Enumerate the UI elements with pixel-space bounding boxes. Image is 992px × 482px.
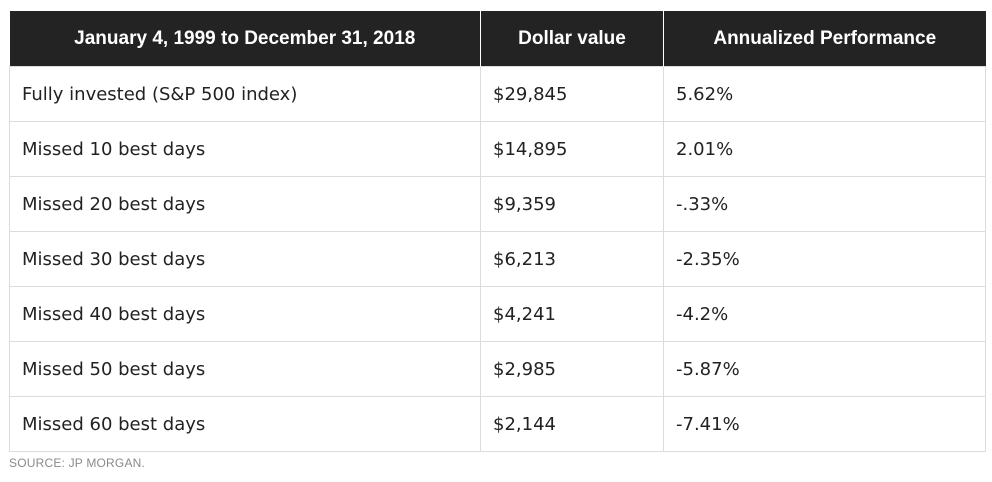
annualized-performance-cell: 2.01% [663,121,986,177]
table-row: Missed 20 best days $9,359 -.33% [9,176,986,232]
dollar-value-cell: $14,895 [480,121,664,177]
table-row: Missed 10 best days $14,895 2.01% [9,121,986,177]
table-header: January 4, 1999 to December 31, 2018 Dol… [9,11,986,67]
scenario-cell: Fully invested (S&P 500 index) [9,66,481,122]
column-header-annualized-performance: Annualized Performance [663,11,986,67]
annualized-performance-cell: 5.62% [663,66,986,122]
dollar-value-cell: $2,144 [480,396,664,452]
performance-table: January 4, 1999 to December 31, 2018 Dol… [9,11,986,452]
dollar-value-cell: $2,985 [480,341,664,397]
annualized-performance-cell: -.33% [663,176,986,232]
dollar-value-cell: $4,241 [480,286,664,342]
scenario-cell: Missed 50 best days [9,341,481,397]
dollar-value-cell: $29,845 [480,66,664,122]
scenario-cell: Missed 30 best days [9,231,481,287]
table-row: Missed 60 best days $2,144 -7.41% [9,396,986,452]
annualized-performance-cell: -2.35% [663,231,986,287]
dollar-value-cell: $6,213 [480,231,664,287]
scenario-cell: Missed 40 best days [9,286,481,342]
scenario-cell: Missed 20 best days [9,176,481,232]
table-row: Missed 30 best days $6,213 -2.35% [9,231,986,287]
table-row: Fully invested (S&P 500 index) $29,845 5… [9,66,986,122]
table-body: Fully invested (S&P 500 index) $29,845 5… [9,66,986,452]
column-header-dollar-value: Dollar value [480,11,664,67]
performance-table-container: January 4, 1999 to December 31, 2018 Dol… [9,11,986,452]
annualized-performance-cell: -4.2% [663,286,986,342]
scenario-cell: Missed 60 best days [9,396,481,452]
table-header-row: January 4, 1999 to December 31, 2018 Dol… [9,11,986,67]
scenario-cell: Missed 10 best days [9,121,481,177]
column-header-period: January 4, 1999 to December 31, 2018 [9,11,481,67]
table-row: Missed 40 best days $4,241 -4.2% [9,286,986,342]
annualized-performance-cell: -5.87% [663,341,986,397]
dollar-value-cell: $9,359 [480,176,664,232]
source-note: SOURCE: JP MORGAN. [9,456,146,470]
annualized-performance-cell: -7.41% [663,396,986,452]
table-row: Missed 50 best days $2,985 -5.87% [9,341,986,397]
